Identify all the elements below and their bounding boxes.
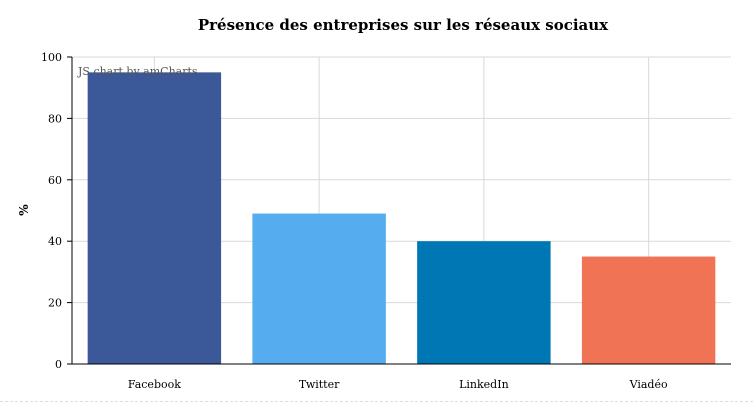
y-tick-labels: 0 20 40 60 80 100: [41, 51, 72, 371]
axes: [71, 57, 731, 365]
x-tick-label: LinkedIn: [459, 378, 509, 391]
bar-viadéo[interactable]: [581, 256, 716, 364]
y-tick-label: 80: [48, 112, 62, 125]
bars: [87, 72, 716, 364]
y-tick-label: 60: [48, 174, 62, 187]
x-tick-label: Viadéo: [629, 378, 668, 391]
y-axis-title: %: [17, 204, 31, 216]
chart-title: Présence des entreprises sur les réseaux…: [198, 16, 609, 34]
x-tick-labels: Facebook Twitter LinkedIn Viadéo: [128, 378, 668, 391]
y-tick-label: 100: [41, 51, 62, 64]
bar-facebook[interactable]: [87, 72, 222, 364]
y-tick-label: 40: [48, 235, 62, 248]
x-tick-label: Facebook: [128, 378, 181, 391]
amcharts-credit[interactable]: JS chart by amCharts: [77, 65, 198, 78]
y-tick-label: 0: [55, 358, 62, 371]
y-tick-label: 20: [48, 297, 62, 310]
x-tick-label: Twitter: [299, 378, 340, 391]
bar-twitter[interactable]: [252, 213, 386, 364]
bar-linkedin[interactable]: [417, 241, 551, 364]
